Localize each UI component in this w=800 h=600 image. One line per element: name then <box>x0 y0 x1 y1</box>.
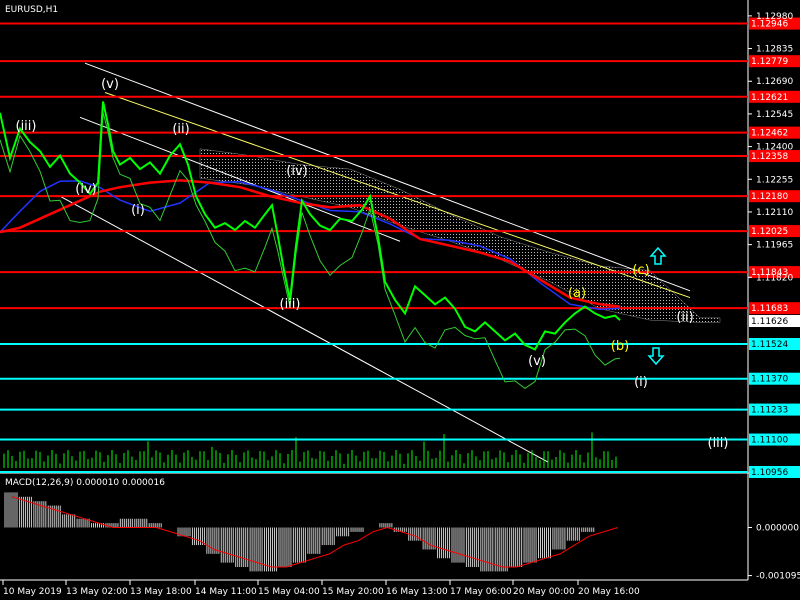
price-tick-label: 1.12255 <box>756 175 793 185</box>
resistance-tag-label: 1.11683 <box>751 304 788 314</box>
chart-title: EURUSD,H1 <box>5 5 58 15</box>
price-tick-label: 1.11820 <box>756 273 793 283</box>
wave-label: (iv) <box>75 182 96 197</box>
date-tick-label: 15 May 04:00 <box>258 587 320 597</box>
wave-label: (b) <box>611 339 629 354</box>
channel-upper-line <box>84 62 691 292</box>
yellow-trend-line <box>104 92 691 299</box>
wave-labels: (v) (ii) (iii) (iv) (i) (iv) (iii) (v) (a) (b) (c)… <box>16 77 729 451</box>
price-line <box>0 101 621 351</box>
resistance-tag-label: 1.12946 <box>751 20 788 30</box>
resistance-tag <box>749 55 800 68</box>
macd-tick-label: 0.000000 <box>756 524 799 534</box>
support-tag-label: 1.11100 <box>751 436 788 446</box>
support-tag <box>749 433 800 446</box>
date-tick-label: 20 May 00:00 <box>513 587 575 597</box>
date-tick-label: 13 May 18:00 <box>130 587 192 597</box>
macd-title: MACD(12,26,9) 0.000010 0.000016 <box>5 478 165 488</box>
date-tick-label: 20 May 16:00 <box>578 587 640 597</box>
price-tick-label: 1.12110 <box>756 208 793 218</box>
support-tag <box>749 403 800 416</box>
price-tick-label: 1.12980 <box>756 12 793 22</box>
price-axis: 1.12980 1.12835 1.12690 1.12545 1.12400 1.122… <box>748 12 793 283</box>
price-series <box>0 101 621 390</box>
resistance-tag-label: 1.12779 <box>751 57 788 67</box>
macd-signal-line <box>12 496 618 568</box>
date-tick-label: 10 May 2019 <box>3 587 62 597</box>
wave-label: (v) <box>101 77 119 92</box>
support-tag-label: 1.11233 <box>751 406 788 416</box>
wave-label: (ii) <box>172 122 189 137</box>
wave-label: (ii) <box>676 310 693 325</box>
price-tick-label: 1.12400 <box>756 143 793 153</box>
resistance-tag <box>749 302 800 315</box>
date-axis: 10 May 2019 13 May 02:00 13 May 18:00 14 Ma… <box>2 580 640 597</box>
down-arrow-icon <box>647 347 665 366</box>
wave-label: (iii) <box>280 297 301 312</box>
trend-channel <box>59 62 691 463</box>
price-tick-label: 1.11965 <box>756 241 793 251</box>
wave-label: (i) <box>634 375 648 390</box>
resistance-tag <box>749 17 800 30</box>
resistance-tag <box>749 266 800 279</box>
support-tag-label: 1.11524 <box>751 340 788 350</box>
channel-lower-line <box>59 195 549 463</box>
resistance-tag-label: 1.12025 <box>751 227 788 237</box>
date-tick-label: 17 May 06:00 <box>450 587 512 597</box>
date-tick-label: 15 May 20:00 <box>322 587 384 597</box>
cloud-polygon <box>199 148 721 323</box>
resistance-tag <box>749 150 800 163</box>
cloud-area <box>199 148 721 323</box>
wave-label: (a) <box>568 286 586 301</box>
current-price-tag <box>749 315 800 328</box>
macd-panel: 0.000000 -0.001095 <box>4 492 800 582</box>
resistance-tag <box>749 126 800 139</box>
resistance-tag <box>749 190 800 203</box>
price-tick-label: 1.12835 <box>756 45 793 55</box>
blue-indicator-line <box>0 180 621 311</box>
moving-average-line <box>0 179 621 308</box>
resistance-tag-label: 1.12621 <box>751 93 788 103</box>
date-tick-label: 14 May 11:00 <box>195 587 257 597</box>
current-price-label: 1.11626 <box>751 317 788 327</box>
price-tick-label: 1.12690 <box>756 77 793 87</box>
date-tick-label: 13 May 02:00 <box>66 587 128 597</box>
support-tag <box>749 466 800 478</box>
resistance-tag-label: 1.12358 <box>751 152 788 162</box>
price-levels: 1.12946 1.12779 1.12621 1.12462 1.12358 1.121… <box>0 17 800 478</box>
wave-label: (v) <box>528 354 546 369</box>
date-tick-label: 16 May 13:00 <box>386 587 448 597</box>
resistance-tag <box>749 90 800 103</box>
wave-label: (iii) <box>16 119 37 134</box>
wave-label: (iii) <box>708 436 729 451</box>
wave-label: (iv) <box>286 164 307 179</box>
resistance-tag-label: 1.11843 <box>751 268 788 278</box>
volume-bars <box>3 432 617 468</box>
support-tag-label: 1.11370 <box>751 375 788 385</box>
support-tag <box>749 372 800 385</box>
price-tick-label: 1.12545 <box>756 110 793 120</box>
wave-label: (c) <box>632 263 649 278</box>
resistance-tag-label: 1.12462 <box>751 129 788 139</box>
support-tag <box>749 338 800 350</box>
resistance-tag <box>749 225 800 238</box>
up-arrow-icon <box>649 246 667 265</box>
resistance-tag-label: 1.12180 <box>751 192 788 202</box>
wave-label: (i) <box>131 203 145 218</box>
support-tag-label: 1.10956 <box>751 468 788 478</box>
macd-tick-label: -0.001095 <box>756 572 800 582</box>
